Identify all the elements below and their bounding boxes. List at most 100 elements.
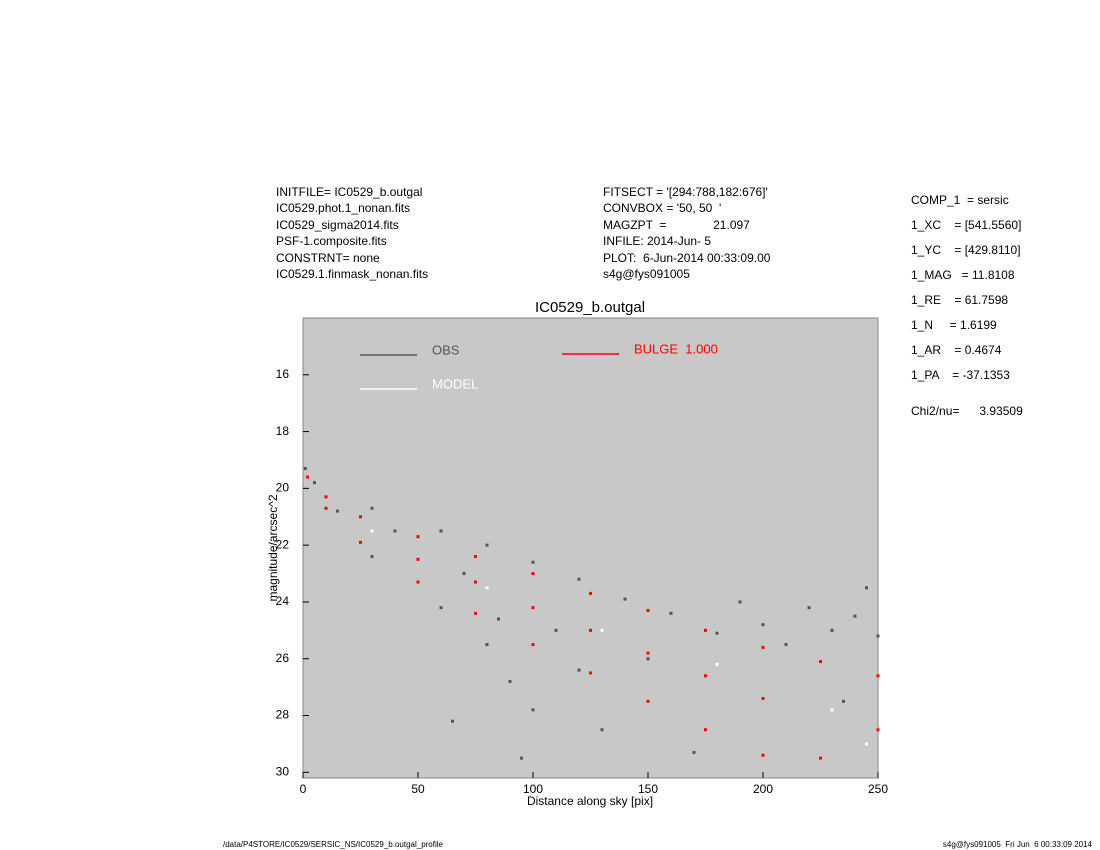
- point: [359, 515, 362, 519]
- point: [589, 591, 592, 595]
- point: [876, 728, 880, 732]
- point: [520, 756, 523, 760]
- point: [303, 466, 307, 470]
- header-line: INITFILE= IC0529_b.outgal: [276, 185, 423, 199]
- point: [474, 611, 477, 615]
- point: [669, 611, 673, 615]
- header-line: IC0529.phot.1_nonan.fits: [276, 201, 411, 216]
- point: [324, 506, 328, 510]
- x-tick-label: 100: [523, 782, 543, 796]
- point: [508, 679, 512, 683]
- point: [393, 529, 397, 533]
- header-line: 1_YC = [429.8110]: [911, 243, 1021, 257]
- y-tick-label: 24: [276, 594, 290, 608]
- header-line: COMP_1 = sersic: [911, 193, 1009, 207]
- point: [531, 643, 535, 647]
- y-tick-label: 26: [276, 651, 290, 665]
- series: [370, 529, 868, 746]
- point: [416, 580, 420, 584]
- header-right: COMP_1 = sersic 1_XC = [541.5560] 1_YC = […: [911, 192, 1021, 392]
- point: [865, 586, 868, 590]
- point: [761, 753, 765, 757]
- chart-title: IC0529_b.outgal: [535, 299, 645, 316]
- header-line: 1_PA = -37.1353: [911, 368, 1010, 382]
- point: [306, 475, 310, 479]
- header-left: INITFILE= IC0529_b.outgal IC0529.phot.1_n…: [276, 184, 428, 282]
- header-line: s4g@fys091005: [603, 266, 690, 281]
- point: [416, 535, 420, 539]
- point: [439, 606, 443, 610]
- point: [865, 742, 868, 746]
- y-tick-label: 18: [276, 424, 290, 438]
- point: [876, 634, 880, 638]
- point: [715, 662, 719, 666]
- point: [416, 557, 420, 561]
- point: [439, 529, 443, 533]
- x-tick-label: 250: [868, 782, 888, 796]
- point: [819, 756, 822, 760]
- point: [761, 623, 765, 627]
- x-tick-label: 50: [411, 782, 425, 796]
- point: [336, 509, 339, 513]
- y-tick-label: 30: [276, 764, 290, 778]
- point: [600, 728, 604, 732]
- y-tick-label: 16: [276, 367, 290, 381]
- y-axis-label: magnitude/arcsec^2: [266, 494, 280, 601]
- point: [359, 540, 362, 544]
- point: [646, 699, 650, 703]
- header-line: MAGZPT = 21.097: [603, 217, 750, 232]
- point: [761, 645, 765, 649]
- point: [531, 572, 535, 576]
- point: [692, 750, 696, 754]
- point: [704, 674, 707, 678]
- point: [577, 577, 581, 581]
- header-line: 1_XC = [541.5560]: [911, 218, 1022, 232]
- header-line: PSF-1.composite.fits: [276, 234, 387, 249]
- point: [370, 555, 374, 559]
- point: [646, 657, 650, 661]
- point: [370, 529, 374, 533]
- point: [324, 495, 328, 499]
- series: [303, 466, 880, 760]
- point: [704, 728, 707, 732]
- header-line: 1_MAG = 11.8108: [911, 268, 1015, 282]
- point: [451, 719, 454, 723]
- point: [462, 572, 466, 576]
- point: [531, 708, 535, 712]
- point: [485, 643, 489, 647]
- legend-label: BULGE 1.000: [634, 341, 718, 356]
- y-tick-label: 22: [276, 537, 290, 551]
- point: [474, 555, 477, 559]
- point: [589, 628, 592, 632]
- point: [704, 628, 707, 632]
- point: [876, 674, 880, 678]
- point: [497, 617, 500, 621]
- y-tick-label: 20: [276, 481, 290, 495]
- header-line: INFILE: 2014-Jun- 5: [603, 234, 712, 249]
- x-tick-label: 0: [300, 782, 307, 796]
- point: [807, 606, 811, 610]
- header-line: IC0529.1.finmask_nonan.fits: [276, 266, 429, 281]
- point: [646, 651, 650, 655]
- point: [531, 560, 535, 564]
- series: [306, 475, 880, 760]
- point: [485, 543, 489, 547]
- point: [623, 597, 627, 601]
- header-line: 1_N = 1.6199: [911, 318, 997, 332]
- point: [370, 506, 374, 510]
- point: [554, 628, 558, 632]
- point: [531, 606, 535, 610]
- y-tick-label: 28: [276, 708, 290, 722]
- point: [313, 481, 316, 485]
- point: [830, 628, 834, 632]
- point: [715, 631, 719, 635]
- point: [600, 628, 604, 632]
- point: [853, 614, 857, 618]
- point: [819, 660, 822, 664]
- point: [589, 671, 592, 675]
- x-axis-label: Distance along sky [pix]: [527, 794, 653, 808]
- legend-label: OBS: [432, 342, 460, 357]
- plot-area: [302, 317, 879, 779]
